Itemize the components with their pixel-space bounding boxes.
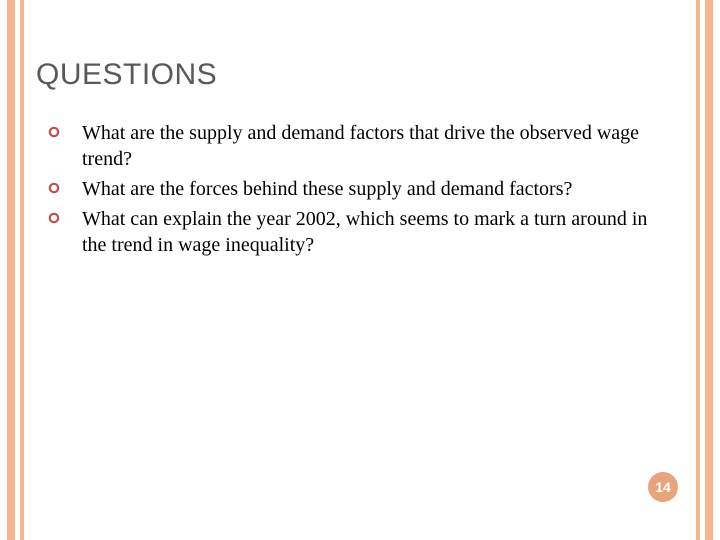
page-number: 14	[655, 479, 671, 495]
accent-stripe-left-thick	[7, 0, 15, 540]
bullet-icon	[48, 126, 60, 138]
bullet-text: What are the forces behind these supply …	[82, 176, 572, 202]
slide-title: QUESTIONS	[36, 58, 217, 92]
list-item: What are the forces behind these supply …	[48, 176, 672, 202]
accent-stripe-right-thin	[696, 0, 700, 540]
bullet-text: What are the supply and demand factors t…	[82, 120, 672, 172]
bullet-icon	[48, 212, 60, 224]
list-item: What are the supply and demand factors t…	[48, 120, 672, 172]
slide: QUESTIONS What are the supply and demand…	[0, 0, 720, 540]
bullet-list: What are the supply and demand factors t…	[48, 120, 672, 262]
bullet-icon	[48, 182, 60, 194]
accent-stripe-right-thick	[705, 0, 713, 540]
list-item: What can explain the year 2002, which se…	[48, 206, 672, 258]
page-number-badge: 14	[648, 472, 678, 502]
accent-stripe-left-thin	[20, 0, 24, 540]
bullet-text: What can explain the year 2002, which se…	[82, 206, 672, 258]
